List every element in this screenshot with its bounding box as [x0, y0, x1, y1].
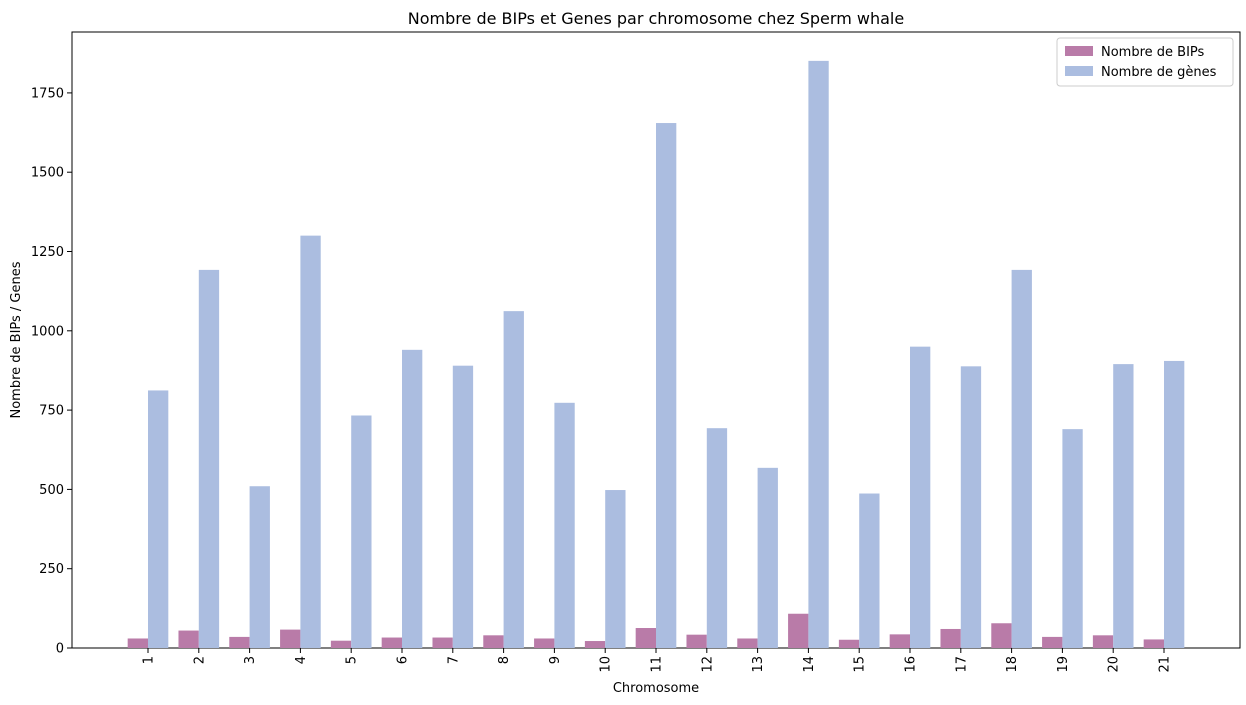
bar-genes	[808, 60, 829, 648]
x-axis: 1 2 3 4 5 6 7 8 9 10 11 12 13 14 15 16 17 18 19 20 21	[142, 648, 1173, 673]
legend-swatch	[1065, 46, 1093, 56]
bar-bips	[1092, 635, 1114, 648]
bar-genes	[402, 349, 423, 648]
bar-bips	[483, 635, 504, 648]
x-tick-label: 11	[650, 656, 665, 673]
bar-genes	[910, 346, 931, 648]
x-tick-label: 16	[904, 656, 919, 673]
bar-genes	[1011, 269, 1032, 648]
y-tick-label: 1000	[31, 324, 64, 339]
bar-bips	[280, 629, 301, 648]
y-tick-label: 250	[39, 562, 64, 577]
bar-genes	[198, 269, 220, 648]
x-tick-label: 13	[751, 656, 766, 673]
x-tick-label: 8	[497, 656, 512, 664]
bar-bips	[838, 639, 860, 648]
x-tick-label: 21	[1158, 656, 1173, 673]
bar-bips	[1143, 639, 1164, 648]
x-tick-label: 9	[548, 656, 563, 664]
bar-bips	[686, 634, 707, 648]
y-tick-label: 750	[39, 404, 64, 419]
bar-genes	[757, 467, 778, 648]
y-tick-label: 1250	[31, 245, 64, 260]
legend-box	[1056, 37, 1234, 87]
bar-bips	[127, 638, 148, 648]
y-tick-label: 1750	[31, 86, 64, 101]
bar-genes	[452, 365, 474, 648]
bar-genes	[503, 311, 524, 648]
bar-bips	[991, 623, 1012, 648]
x-tick-label: 14	[802, 656, 817, 673]
bar-genes	[351, 415, 372, 648]
x-tick-label: 12	[700, 656, 715, 673]
bar-bips	[178, 630, 199, 648]
bar-bips	[381, 637, 402, 648]
legend: Nombre de BIPs Nombre de gènes	[1056, 37, 1234, 87]
legend-swatch	[1065, 66, 1093, 76]
x-tick-label: 18	[1005, 656, 1020, 673]
bar-bips	[635, 628, 656, 648]
bar-genes	[859, 493, 880, 648]
bar-bips	[432, 637, 453, 648]
x-tick-label: 17	[954, 656, 969, 673]
bar-genes	[300, 235, 321, 648]
y-tick-label: 500	[39, 483, 64, 498]
bars	[127, 60, 1185, 648]
bar-bips	[940, 628, 961, 648]
x-tick-label: 6	[396, 656, 411, 664]
legend-label: Nombre de gènes	[1101, 65, 1217, 80]
bar-bips	[534, 638, 555, 648]
bar-bips	[1042, 636, 1063, 648]
bar-bips	[584, 641, 606, 648]
x-tick-label: 19	[1056, 656, 1071, 673]
bar-genes	[706, 428, 728, 648]
bar-bips	[737, 638, 758, 648]
x-tick-label: 2	[192, 656, 207, 664]
x-tick-label: 4	[294, 656, 309, 664]
x-tick-label: 15	[853, 656, 868, 673]
bar-genes	[554, 402, 575, 648]
bar-genes	[605, 490, 626, 648]
legend-label: Nombre de BIPs	[1101, 45, 1205, 60]
x-tick-label: 5	[345, 656, 360, 664]
y-axis-label: Nombre de BIPs / Genes	[9, 261, 24, 418]
bar-bips	[330, 640, 352, 648]
y-axis: 0 250 500 750 1000 1250 1500 1750	[31, 86, 72, 657]
bar-genes	[1113, 364, 1134, 648]
bar-genes	[1164, 360, 1185, 648]
x-tick-label: 1	[142, 656, 157, 664]
x-tick-label: 7	[446, 656, 461, 664]
x-tick-label: 3	[243, 656, 258, 664]
y-tick-label: 1500	[31, 166, 64, 181]
chart-title: Nombre de BIPs et Genes par chromosome c…	[408, 9, 904, 28]
x-tick-label: 20	[1107, 656, 1122, 673]
x-tick-label: 10	[599, 656, 614, 673]
bar-genes	[249, 486, 270, 648]
bar-genes	[656, 123, 677, 648]
bar-bips	[788, 613, 809, 648]
y-tick-label: 0	[56, 642, 64, 657]
bar-bips	[889, 634, 910, 648]
bar-genes	[148, 390, 169, 648]
bar-genes	[960, 366, 982, 648]
bar-genes	[1062, 429, 1083, 648]
bar-bips	[229, 636, 250, 648]
x-axis-label: Chromosome	[613, 681, 699, 696]
